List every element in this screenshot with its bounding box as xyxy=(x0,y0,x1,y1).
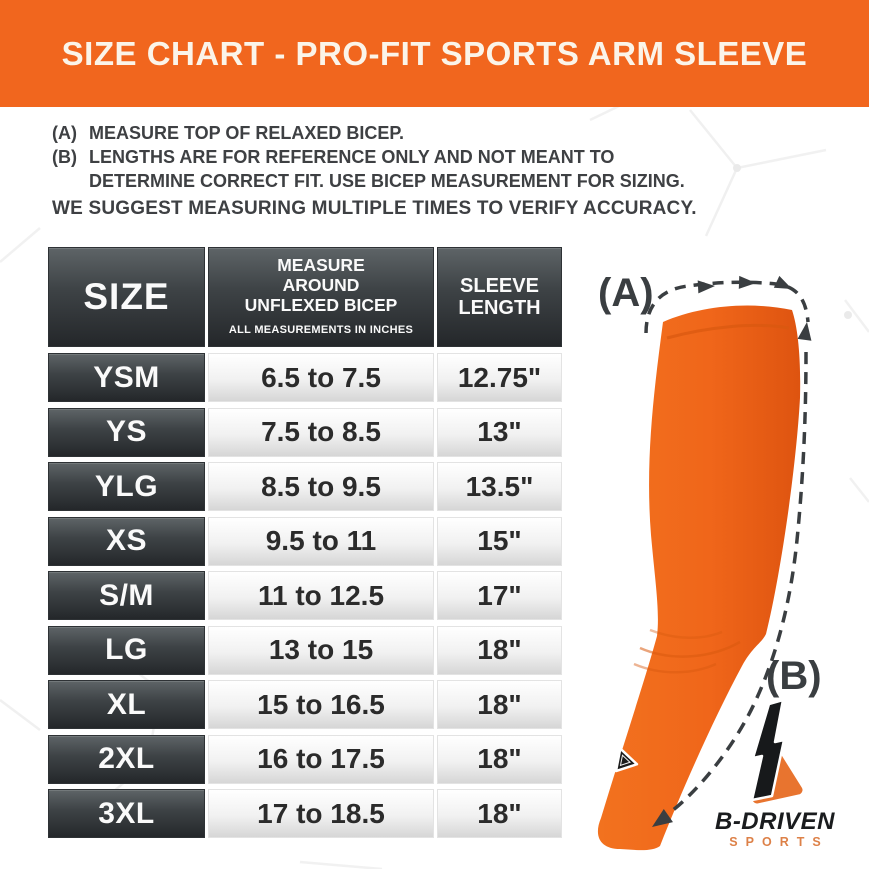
header-measure-line2: AROUND xyxy=(282,274,360,295)
size-table: SIZE MEASURE AROUND UNFLEXED BICEP ALL M… xyxy=(48,247,562,838)
row-bicep: 9.5 to 11 xyxy=(208,516,434,566)
table-row: YLG 8.5 to 9.5 13.5" xyxy=(48,462,562,511)
brand-logo-icon xyxy=(750,698,803,804)
title-banner: SIZE CHART - PRO-FIT SPORTS ARM SLEEVE xyxy=(0,0,869,107)
row-bicep: 15 to 16.5 xyxy=(208,680,434,729)
row-size: LG xyxy=(48,625,205,675)
table-body: YSM 6.5 to 7.5 12.75" YS 7.5 to 8.5 13" … xyxy=(48,353,562,838)
measure-line-b xyxy=(666,351,808,816)
arm-sleeve-shape xyxy=(597,305,801,851)
note-b-line1: (B) LENGTHS ARE FOR REFERENCE ONLY AND N… xyxy=(52,145,712,169)
brand-logo: B-DRIVEN SPORTS xyxy=(690,698,860,858)
table-header-row: SIZE MEASURE AROUND UNFLEXED BICEP ALL M… xyxy=(48,247,562,347)
table-row: YS 7.5 to 8.5 13" xyxy=(48,407,562,457)
note-b-line2: DETERMINE CORRECT FIT. USE BICEP MEASURE… xyxy=(52,169,712,193)
header-sleeve-line2: LENGTH xyxy=(458,297,541,319)
measure-line-a xyxy=(644,280,810,334)
row-size: YSM xyxy=(48,353,205,402)
row-bicep: 13 to 15 xyxy=(208,625,434,675)
arrow-down-left-icon xyxy=(652,808,673,827)
row-length: 18" xyxy=(437,734,562,784)
table-row: 2XL 16 to 17.5 18" xyxy=(48,734,562,784)
row-bicep: 8.5 to 9.5 xyxy=(208,462,434,511)
table-row: XS 9.5 to 11 15" xyxy=(48,516,562,566)
arrow-up-icon xyxy=(797,322,812,341)
note-b-prefix: (B) xyxy=(52,147,77,167)
brand-name: B-DRIVEN xyxy=(714,808,835,835)
row-bicep: 6.5 to 7.5 xyxy=(208,353,434,402)
diagram-label-b: (B) xyxy=(766,654,822,698)
header-measure-note: ALL MEASUREMENTS IN INCHES xyxy=(228,323,414,336)
page-title: SIZE CHART - PRO-FIT SPORTS ARM SLEEVE xyxy=(61,34,808,72)
header-measure-line1: MEASURE xyxy=(277,254,365,275)
table-row: LG 13 to 15 18" xyxy=(48,625,562,675)
note-b-text-line2: DETERMINE CORRECT FIT. USE BICEP MEASURE… xyxy=(89,171,685,191)
header-sleeve-length: SLEEVE LENGTH xyxy=(437,247,562,347)
header-measure-line3: UNFLEXED BICEP xyxy=(244,294,398,315)
note-footer: WE SUGGEST MEASURING MULTIPLE TIMES TO V… xyxy=(52,198,697,219)
row-length: 18" xyxy=(437,680,562,729)
row-bicep: 17 to 18.5 xyxy=(208,789,434,838)
row-length: 18" xyxy=(437,625,562,675)
elbow-wrinkles xyxy=(633,628,741,674)
header-size: SIZE xyxy=(48,247,205,347)
cuff-seam xyxy=(666,323,790,340)
table-row: XL 15 to 16.5 18" xyxy=(48,680,562,729)
row-bicep: 7.5 to 8.5 xyxy=(208,407,434,457)
note-b-text-line1: LENGTHS ARE FOR REFERENCE ONLY AND NOT M… xyxy=(89,147,615,167)
row-size: S/M xyxy=(48,571,205,620)
row-bicep: 11 to 12.5 xyxy=(208,571,434,620)
header-sleeve-line1: SLEEVE xyxy=(460,275,539,297)
note-a: (A) MEASURE TOP OF RELAXED BICEP. xyxy=(52,121,712,145)
row-length: 15" xyxy=(437,516,562,566)
row-size: YLG xyxy=(48,462,205,511)
row-length: 12.75" xyxy=(437,353,562,402)
brand-division: SPORTS xyxy=(729,835,829,849)
row-size: XL xyxy=(48,680,205,729)
note-a-prefix: (A) xyxy=(52,123,77,143)
note-a-text: MEASURE TOP OF RELAXED BICEP. xyxy=(89,123,405,143)
row-length: 13" xyxy=(437,407,562,457)
table-row: S/M 11 to 12.5 17" xyxy=(48,571,562,620)
header-measure: MEASURE AROUND UNFLEXED BICEP ALL MEASUR… xyxy=(208,247,434,347)
diagram-label-a: (A) xyxy=(598,271,654,315)
row-size: 3XL xyxy=(48,789,205,838)
row-length: 17" xyxy=(437,571,562,620)
table-row: YSM 6.5 to 7.5 12.75" xyxy=(48,353,562,402)
row-size: XS xyxy=(48,516,205,566)
sleeve-patch-icon xyxy=(614,747,639,773)
table-row: 3XL 17 to 18.5 18" xyxy=(48,789,562,838)
row-size: 2XL xyxy=(48,734,205,784)
arm-sleeve-illustration: (A) (B) xyxy=(597,271,822,851)
arrow-right-icons xyxy=(697,275,792,294)
measurement-notes: (A) MEASURE TOP OF RELAXED BICEP. (B) LE… xyxy=(52,121,712,222)
row-bicep: 16 to 17.5 xyxy=(208,734,434,784)
row-size: YS xyxy=(48,407,205,457)
row-length: 18" xyxy=(437,789,562,838)
row-length: 13.5" xyxy=(437,462,562,511)
